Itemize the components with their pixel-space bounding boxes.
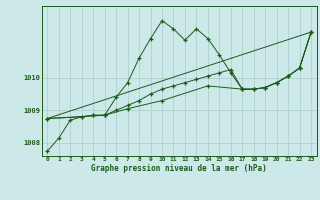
X-axis label: Graphe pression niveau de la mer (hPa): Graphe pression niveau de la mer (hPa) [91,164,267,173]
